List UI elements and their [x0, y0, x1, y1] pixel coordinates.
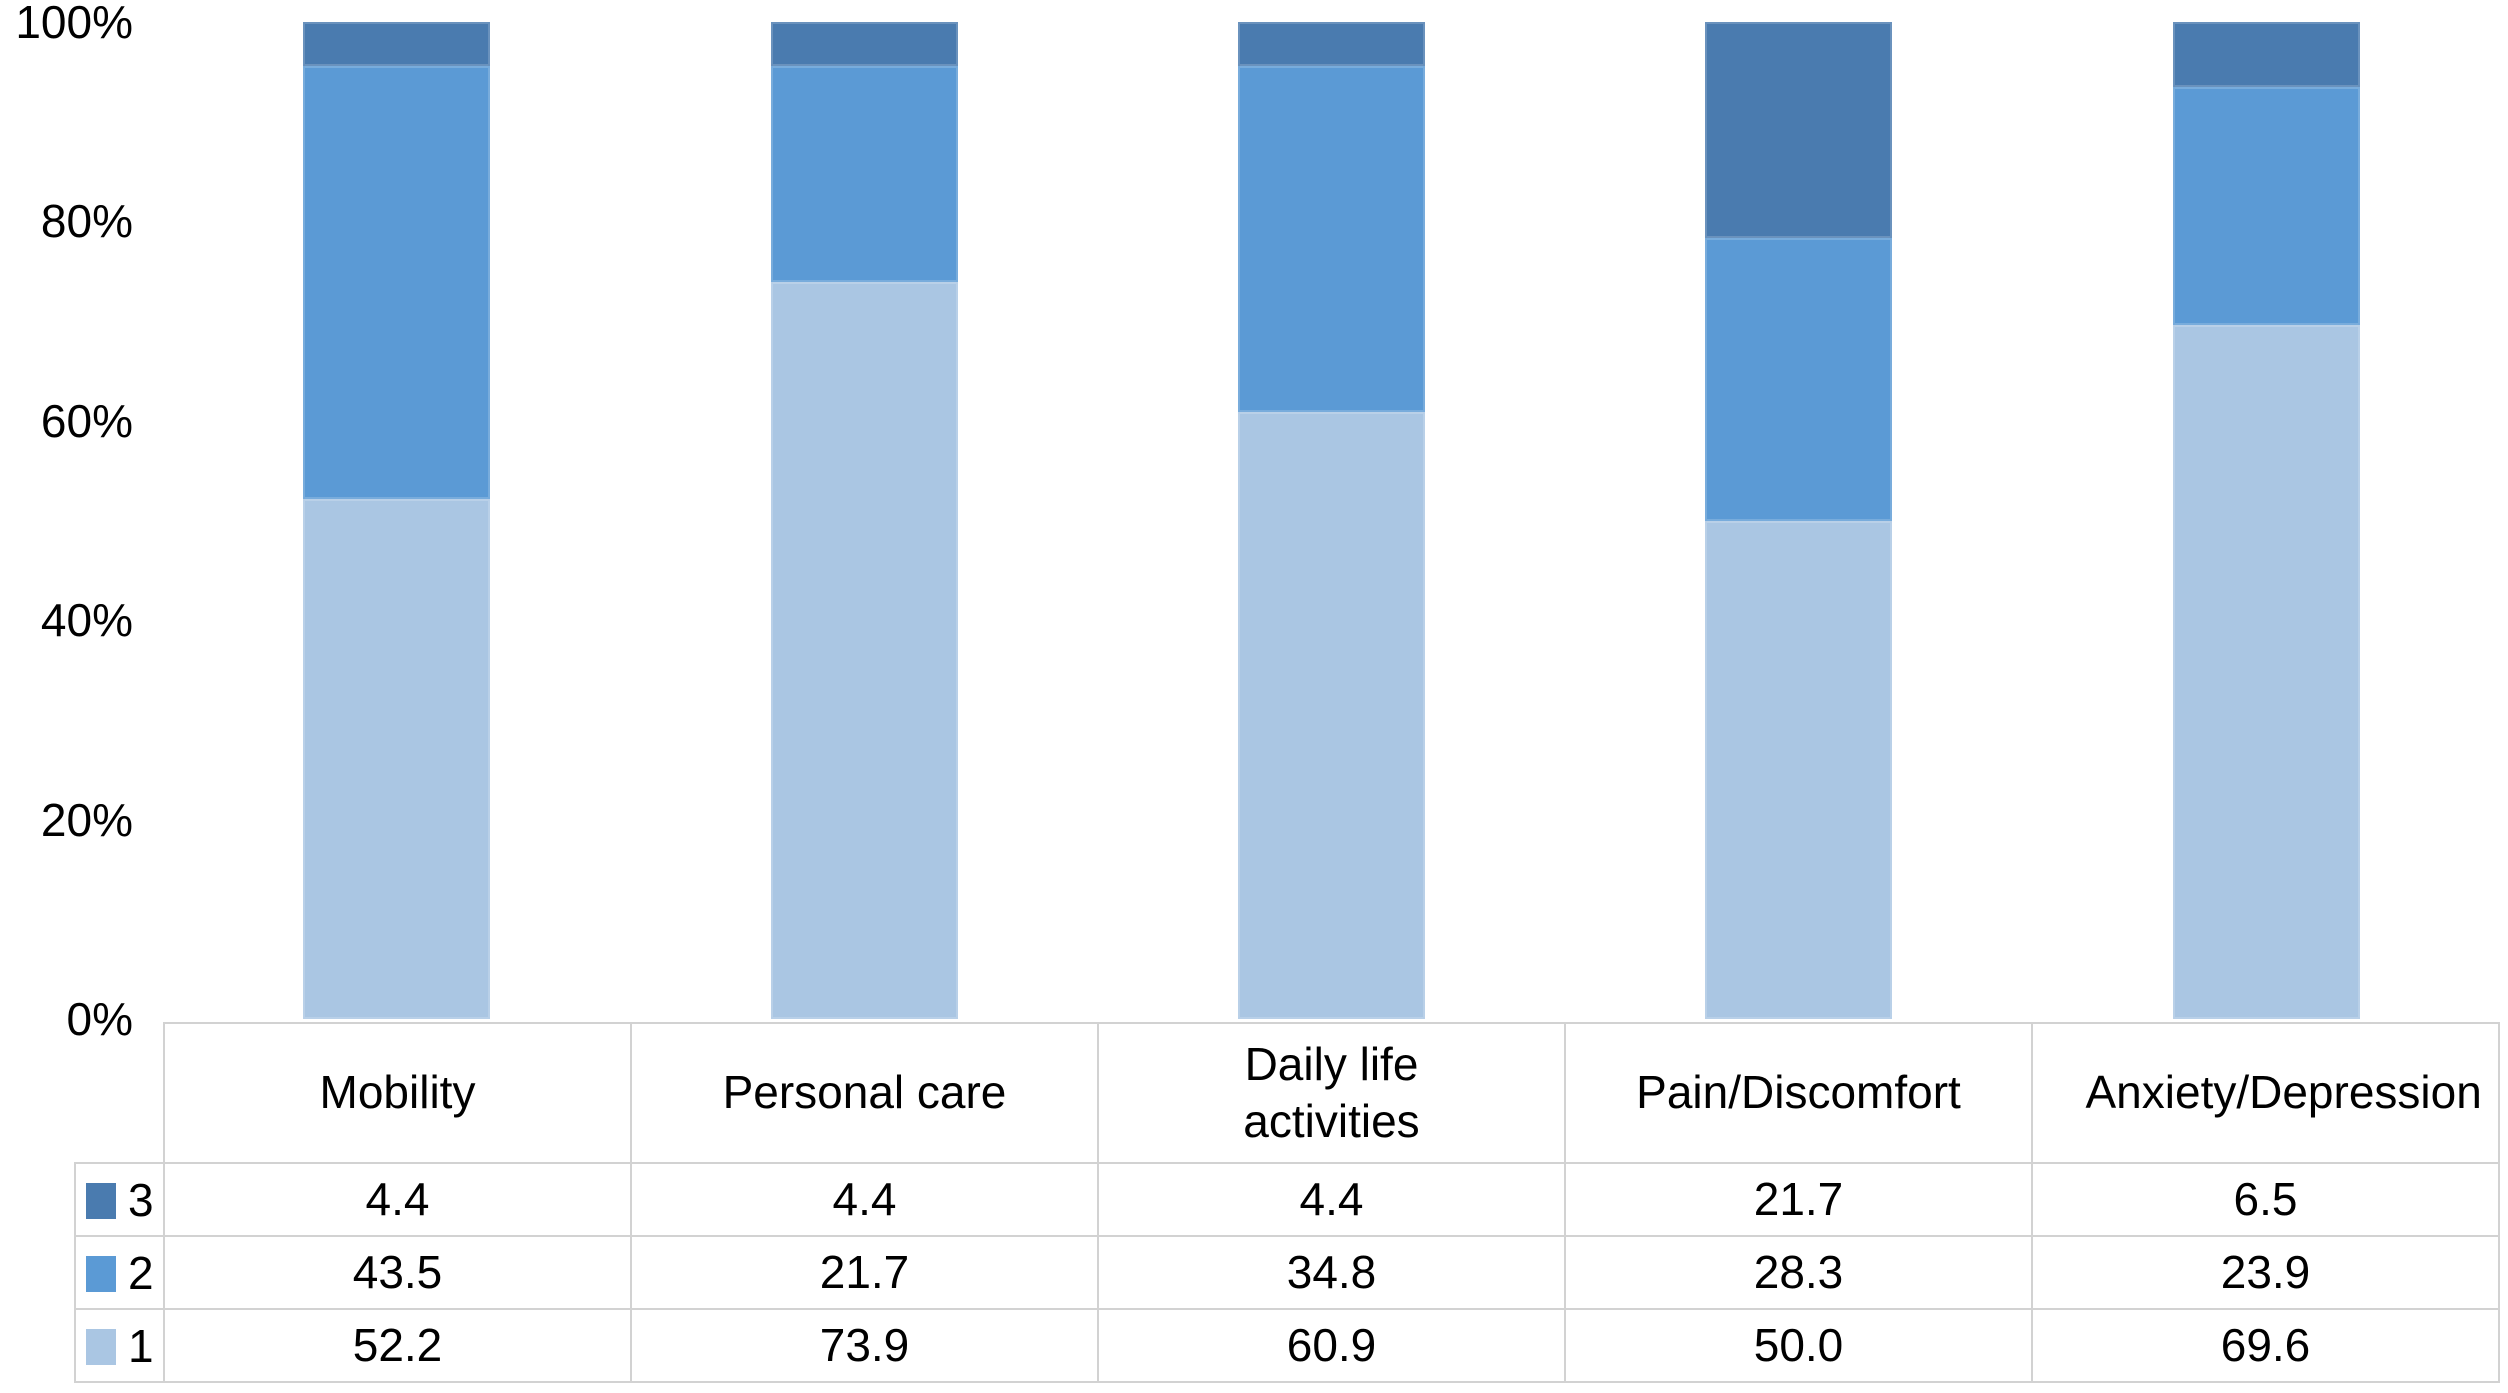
table-corner-cell — [75, 1023, 164, 1163]
table-body: 3 4.4 4.4 4.4 21.7 6.5 2 43.5 21.7 34.8 28.3 23.9 1 5… — [74, 1162, 2500, 1383]
bar-segment-series-3-anxiety-depression — [2172, 22, 2360, 87]
column-header-pain-discomfort: Pain/Discomfort — [1564, 1022, 2033, 1164]
value-cell-series-2-mobility: 43.5 — [163, 1235, 632, 1310]
table-row-series-2: 2 43.5 21.7 34.8 28.3 23.9 — [74, 1235, 2500, 1310]
legend-cell-series-3: 3 — [74, 1162, 165, 1237]
bar-segment-series-2-mobility — [303, 65, 491, 500]
table-header: Mobility Personal care Daily life activiti… — [75, 1022, 2500, 1164]
value-cell-series-2-personal-care: 21.7 — [630, 1235, 1099, 1310]
value-cell-series-3-anxiety-depression: 6.5 — [2031, 1162, 2500, 1237]
value-cell-series-3-mobility: 4.4 — [163, 1162, 632, 1237]
bar-segment-series-1-pain-discomfort — [1705, 520, 1893, 1019]
column-header-mobility: Mobility — [163, 1022, 632, 1164]
legend-swatch-icon — [86, 1183, 116, 1220]
bar-segment-series-2-daily-life-activities — [1238, 65, 1425, 413]
stacked-bar-mobility — [303, 22, 491, 1019]
bar-segment-series-3-pain-discomfort — [1705, 22, 1893, 239]
bar-segment-series-1-personal-care — [770, 282, 958, 1019]
legend-series-label: 1 — [128, 1320, 154, 1373]
table-header-row: Mobility Personal care Daily life activiti… — [75, 1022, 2500, 1164]
legend-cell-series-1: 1 — [74, 1308, 165, 1383]
value-cell-series-3-daily-life-activities: 4.4 — [1097, 1162, 1566, 1237]
y-axis-tick-label: 0% — [66, 993, 133, 1045]
column-header-label: Daily life activities — [1243, 1037, 1420, 1148]
column-header-daily-life-activities: Daily life activities — [1097, 1022, 1566, 1164]
bar-segment-series-2-anxiety-depression — [2172, 86, 2360, 326]
bar-segment-series-1-daily-life-activities — [1238, 412, 1425, 1019]
value-cell-series-1-personal-care: 73.9 — [630, 1308, 1099, 1383]
stacked-bar-pain-discomfort — [1705, 22, 1893, 1019]
value-cell-series-1-mobility: 52.2 — [163, 1308, 632, 1383]
bar-segment-series-3-daily-life-activities — [1238, 22, 1425, 66]
y-axis-tick-label: 20% — [40, 793, 133, 846]
legend-series-label: 3 — [128, 1174, 154, 1227]
column-header-personal-care: Personal care — [630, 1022, 1099, 1164]
column-header-anxiety-depression: Anxiety/Depression — [2031, 1022, 2500, 1164]
column-header-label: Personal care — [722, 1066, 1007, 1119]
bar-segment-series-3-mobility — [303, 22, 491, 66]
stacked-bar-daily-life-activities — [1238, 22, 1425, 1019]
bar-segment-series-1-mobility — [303, 499, 491, 1019]
stacked-bar-personal-care — [770, 22, 958, 1019]
y-axis-tick-label: 40% — [40, 594, 133, 647]
y-axis-tick-label: 100% — [15, 0, 133, 48]
data-table: Mobility Personal care Daily life activiti… — [74, 1022, 2500, 1383]
value-cell-series-1-anxiety-depression: 69.6 — [2031, 1308, 2500, 1383]
value-cell-series-3-pain-discomfort: 21.7 — [1564, 1162, 2033, 1237]
stacked-bar-anxiety-depression — [2172, 22, 2360, 1019]
table-row-series-1: 1 52.2 73.9 60.9 50.0 69.6 — [74, 1308, 2500, 1383]
value-cell-series-1-pain-discomfort: 50.0 — [1564, 1308, 2033, 1383]
y-axis-tick-label: 80% — [40, 195, 133, 248]
legend-series-label: 2 — [128, 1247, 154, 1300]
value-cell-series-2-anxiety-depression: 23.9 — [2031, 1235, 2500, 1310]
legend-swatch-icon — [86, 1256, 116, 1293]
legend-swatch-icon — [86, 1329, 116, 1366]
bar-segment-series-3-personal-care — [770, 22, 958, 66]
value-cell-series-3-personal-care: 4.4 — [630, 1162, 1099, 1237]
legend-cell-series-2: 2 — [74, 1235, 165, 1310]
value-cell-series-2-pain-discomfort: 28.3 — [1564, 1235, 2033, 1310]
column-header-label: Anxiety/Depression — [2085, 1066, 2482, 1119]
y-axis-tick-label: 60% — [40, 394, 133, 447]
table-row-series-3: 3 4.4 4.4 4.4 21.7 6.5 — [74, 1162, 2500, 1237]
bar-segment-series-2-pain-discomfort — [1705, 238, 1893, 521]
y-axis: 0% 20% 40% 60% 80% 100% — [0, 0, 133, 1393]
value-cell-series-1-daily-life-activities: 60.9 — [1097, 1308, 1566, 1383]
column-header-label: Pain/Discomfort — [1636, 1066, 1961, 1119]
value-cell-series-2-daily-life-activities: 34.8 — [1097, 1235, 1566, 1310]
bar-segment-series-1-anxiety-depression — [2172, 325, 2360, 1019]
column-header-label: Mobility — [319, 1066, 476, 1119]
bar-segment-series-2-personal-care — [770, 65, 958, 283]
